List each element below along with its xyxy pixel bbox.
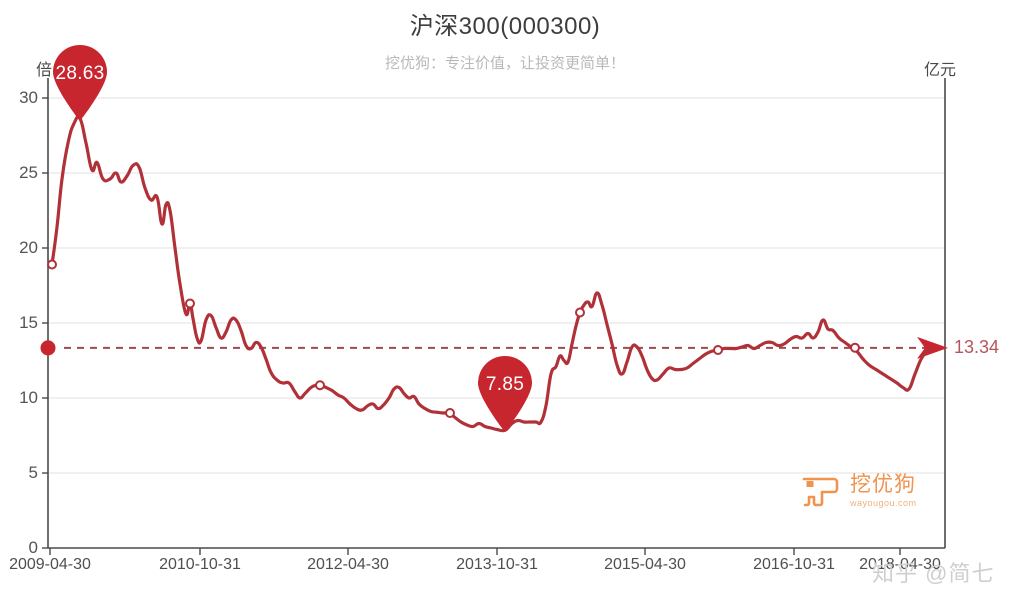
y-axis-tick-label: 25 — [19, 163, 38, 182]
y-axis-unit-right: 亿元 — [924, 62, 957, 79]
brand-url: wayougou.com — [850, 498, 917, 508]
zhihu-watermark: 知乎 @简七 — [872, 561, 995, 586]
max-value-pin: 28.63 — [49, 43, 111, 121]
y-axis-tick-label: 20 — [19, 238, 38, 257]
x-axis-tick-label: 2010-10-31 — [159, 556, 241, 573]
pin-value-label: 28.63 — [55, 62, 105, 84]
data-point-marker — [575, 307, 585, 318]
y-axis-unit-left: 倍 — [36, 62, 53, 79]
x-axis-tick-label: 2015-04-30 — [604, 556, 686, 573]
x-axis-tick-label: 2009-04-30 — [9, 556, 91, 573]
data-point-marker — [445, 408, 455, 418]
data-point-marker — [850, 342, 860, 353]
data-point-marker — [47, 259, 57, 270]
y-axis-tick-label: 10 — [19, 388, 38, 407]
x-axis-tick-label: 2018-04-30 — [859, 556, 941, 573]
brand-name: 挖优狗 — [850, 473, 916, 496]
end-value-label: 13.34 — [954, 337, 1000, 357]
y-axis-tick-label: 0 — [28, 538, 38, 557]
y-axis-tick-label: 30 — [19, 88, 38, 107]
data-point-marker — [185, 298, 195, 309]
brand-watermark: 挖优狗 wayougou.com — [800, 473, 917, 509]
x-axis-tick-label: 2012-04-30 — [307, 556, 389, 573]
y-axis-tick-label: 15 — [19, 313, 38, 332]
data-point-marker — [713, 345, 723, 355]
pin-shape-icon — [53, 44, 107, 121]
data-point-marker — [315, 380, 325, 391]
page-title: 沪深300(000300) — [409, 13, 601, 40]
brand-text: 挖优狗 wayougou.com — [850, 474, 917, 508]
min-value-pin: 7.85 — [474, 354, 536, 433]
pin-value-label: 7.85 — [485, 374, 525, 396]
y-axis-tick-label: 5 — [28, 463, 38, 482]
series-line-pe — [50, 115, 932, 433]
page-subtitle: 挖优狗：专注价值，让投资更简单！ — [384, 55, 625, 72]
x-axis-tick-label: 2016-10-31 — [753, 556, 835, 573]
reference-start-dot — [40, 340, 56, 356]
x-axis-tick-label: 2013-10-31 — [456, 556, 538, 573]
dog-logo-icon — [802, 477, 839, 507]
pin-shape-icon — [478, 356, 532, 433]
